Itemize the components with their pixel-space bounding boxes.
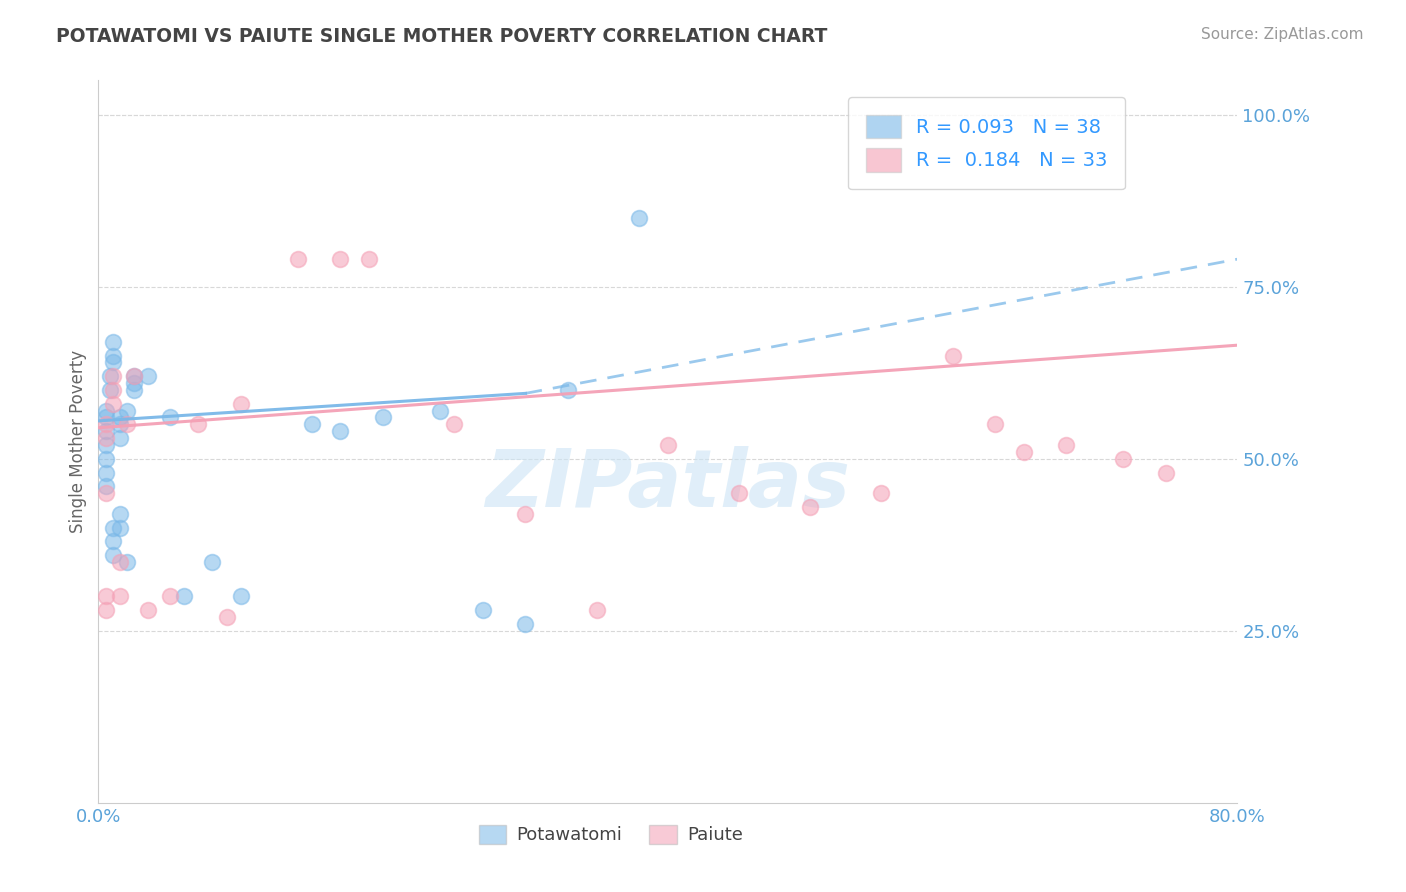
Point bbox=[101, 397, 124, 411]
Text: POTAWATOMI VS PAIUTE SINGLE MOTHER POVERTY CORRELATION CHART: POTAWATOMI VS PAIUTE SINGLE MOTHER POVER… bbox=[56, 27, 828, 45]
Point bbox=[108, 520, 131, 534]
Point bbox=[101, 383, 124, 397]
Point bbox=[515, 616, 537, 631]
Point bbox=[229, 590, 252, 604]
Point bbox=[122, 383, 145, 397]
Point bbox=[101, 369, 124, 384]
Point bbox=[94, 431, 117, 445]
Point bbox=[108, 507, 131, 521]
Point bbox=[557, 383, 579, 397]
Point bbox=[122, 369, 145, 384]
Point bbox=[799, 500, 821, 514]
Point bbox=[94, 403, 117, 417]
Point bbox=[728, 486, 751, 500]
Point bbox=[1056, 438, 1078, 452]
Point bbox=[98, 383, 121, 397]
Point bbox=[1112, 451, 1135, 466]
Point bbox=[628, 211, 651, 225]
Point bbox=[215, 610, 238, 624]
Point bbox=[108, 555, 131, 569]
Point bbox=[471, 603, 494, 617]
Point bbox=[229, 397, 252, 411]
Text: Source: ZipAtlas.com: Source: ZipAtlas.com bbox=[1201, 27, 1364, 42]
Point bbox=[94, 424, 117, 438]
Point bbox=[94, 590, 117, 604]
Point bbox=[108, 410, 131, 425]
Point bbox=[94, 603, 117, 617]
Point bbox=[108, 590, 131, 604]
Point bbox=[301, 417, 323, 432]
Point bbox=[101, 334, 124, 349]
Point bbox=[108, 417, 131, 432]
Point bbox=[159, 590, 181, 604]
Point bbox=[1154, 466, 1177, 480]
Point bbox=[136, 369, 159, 384]
Point bbox=[585, 603, 607, 617]
Point bbox=[122, 376, 145, 390]
Point bbox=[94, 410, 117, 425]
Point bbox=[287, 252, 309, 267]
Point bbox=[115, 417, 138, 432]
Point bbox=[187, 417, 209, 432]
Point bbox=[94, 479, 117, 493]
Point bbox=[329, 424, 352, 438]
Point bbox=[98, 369, 121, 384]
Point bbox=[101, 534, 124, 549]
Point bbox=[984, 417, 1007, 432]
Point bbox=[115, 403, 138, 417]
Point bbox=[101, 355, 124, 369]
Point bbox=[115, 555, 138, 569]
Point bbox=[159, 410, 181, 425]
Point bbox=[329, 252, 352, 267]
Point bbox=[94, 466, 117, 480]
Point bbox=[136, 603, 159, 617]
Point bbox=[94, 451, 117, 466]
Text: ZIPatlas: ZIPatlas bbox=[485, 446, 851, 524]
Point bbox=[357, 252, 380, 267]
Point bbox=[429, 403, 451, 417]
Point bbox=[373, 410, 395, 425]
Point bbox=[173, 590, 195, 604]
Point bbox=[101, 548, 124, 562]
Point bbox=[443, 417, 465, 432]
Point bbox=[122, 369, 145, 384]
Point bbox=[94, 486, 117, 500]
Point bbox=[94, 438, 117, 452]
Y-axis label: Single Mother Poverty: Single Mother Poverty bbox=[69, 350, 87, 533]
Point bbox=[515, 507, 537, 521]
Point bbox=[108, 431, 131, 445]
Legend: Potawatomi, Paiute: Potawatomi, Paiute bbox=[471, 818, 751, 852]
Point bbox=[870, 486, 893, 500]
Point bbox=[657, 438, 679, 452]
Point bbox=[101, 520, 124, 534]
Point bbox=[942, 349, 965, 363]
Point bbox=[101, 349, 124, 363]
Point bbox=[1012, 445, 1035, 459]
Point bbox=[201, 555, 224, 569]
Point bbox=[94, 417, 117, 432]
